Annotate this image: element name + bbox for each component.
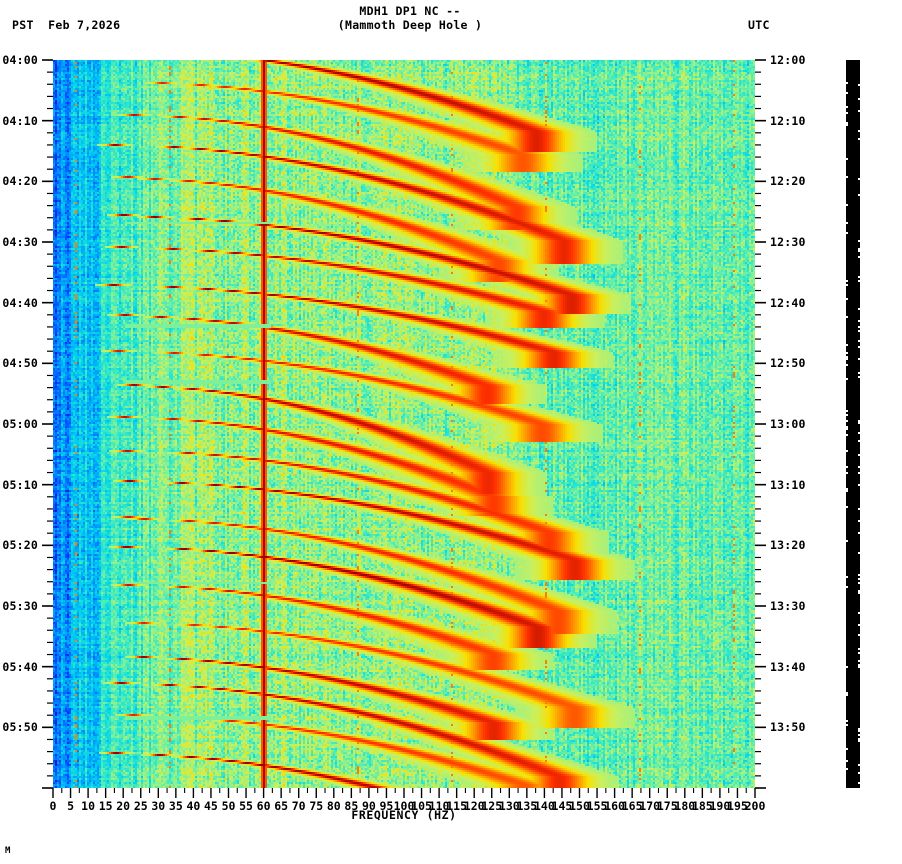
frequency-tick-label: 45 (204, 799, 218, 813)
frequency-tick-label: 55 (239, 799, 253, 813)
frequency-tick-label: 85 (344, 799, 359, 813)
frequency-tick-label: 15 (98, 799, 113, 813)
frequency-tick-label: 160 (604, 799, 625, 813)
left-time-tick-label: 05:50 (2, 720, 38, 735)
frequency-tick-label: 60 (256, 799, 271, 813)
frequency-tick-label: 155 (586, 799, 608, 813)
spectrogram-plot[interactable] (53, 60, 755, 788)
header-station-code: MDH1 DP1 NC -- (359, 4, 461, 18)
left-time-tick-label: 04:40 (2, 295, 38, 310)
frequency-tick-label: 10 (81, 799, 96, 813)
frequency-tick-label: 50 (221, 799, 236, 813)
right-time-tick-label: 12:30 (770, 235, 806, 249)
left-time-tick-label: 05:00 (2, 417, 38, 431)
frequency-tick-label: 100 (393, 799, 415, 813)
frequency-tick-label: 40 (186, 799, 201, 813)
frequency-tick-label: 105 (411, 799, 432, 813)
frequency-axis-title: FREQUENCY (HZ) (351, 808, 457, 822)
frequency-tick-label: 110 (428, 799, 450, 813)
left-time-tick-label: 04:30 (2, 235, 38, 249)
frequency-tick-label: 135 (516, 799, 538, 813)
frequency-tick-label: 175 (656, 799, 678, 813)
frequency-tick-label: 120 (463, 799, 485, 813)
frequency-tick-label: 185 (691, 799, 713, 813)
saturated-black-strip (846, 60, 860, 788)
frequency-tick-label: 170 (639, 799, 661, 813)
left-time-tick-label: 05:20 (2, 538, 38, 553)
frequency-tick-label: 125 (481, 799, 503, 813)
frequency-tick-label: 90 (361, 799, 376, 813)
left-time-tick-label: 04:20 (2, 174, 38, 189)
right-time-tick-label: 12:00 (770, 53, 806, 67)
right-time-tick-label: 13:20 (770, 538, 806, 553)
frequency-tick-label: 30 (151, 799, 166, 813)
header-left-timezone-date: PST Feb 7,2026 (12, 18, 121, 32)
left-time-tick-label: 05:40 (2, 659, 38, 674)
frequency-tick-label: 70 (291, 799, 306, 813)
header-right-timezone: UTC (748, 18, 770, 32)
left-time-tick-label: 04:50 (2, 356, 38, 371)
frequency-tick-label: 95 (379, 799, 394, 813)
left-time-tick-label: 05:30 (2, 599, 38, 613)
right-time-tick-label: 13:10 (770, 477, 806, 492)
frequency-tick-label: 200 (744, 799, 766, 813)
frequency-tick-label: 5 (67, 799, 75, 813)
right-time-tick-label: 12:50 (770, 356, 806, 371)
right-time-tick-label: 12:10 (770, 113, 806, 128)
left-time-tick-label: 05:10 (2, 477, 38, 492)
right-time-tick-label: 13:00 (770, 417, 806, 431)
frequency-tick-label: 195 (727, 799, 748, 813)
right-time-tick-label: 12:20 (770, 174, 806, 189)
right-time-tick-label: 13:50 (770, 720, 806, 735)
frequency-tick-label: 80 (326, 799, 341, 813)
frequency-tick-label: 75 (309, 799, 324, 813)
corner-mark-glyph: M (5, 846, 11, 856)
frequency-tick-label: 65 (274, 799, 289, 813)
frequency-tick-label: 115 (446, 799, 468, 813)
right-time-tick-label: 12:40 (770, 295, 806, 310)
frequency-tick-label: 180 (674, 799, 696, 813)
header-station-name: (Mammoth Deep Hole ) (337, 18, 483, 32)
frequency-tick-label: 190 (709, 799, 731, 813)
right-time-tick-label: 13:30 (770, 599, 806, 613)
frequency-tick-label: 140 (534, 799, 555, 813)
right-time-tick-label: 13:40 (770, 659, 806, 674)
left-time-tick-label: 04:10 (2, 113, 38, 128)
frequency-tick-label: 145 (551, 799, 573, 813)
black-strip-image (846, 60, 860, 788)
frequency-tick-label: 130 (498, 799, 520, 813)
frequency-tick-label: 25 (133, 799, 148, 813)
left-time-tick-label: 04:00 (2, 53, 38, 67)
frequency-tick-label: 165 (621, 799, 643, 813)
frequency-tick-label: 35 (168, 799, 183, 813)
spectrogram-image (53, 60, 755, 788)
frequency-tick-label: 150 (569, 799, 590, 813)
frequency-tick-label: 0 (49, 799, 57, 813)
frequency-tick-label: 20 (116, 799, 131, 813)
